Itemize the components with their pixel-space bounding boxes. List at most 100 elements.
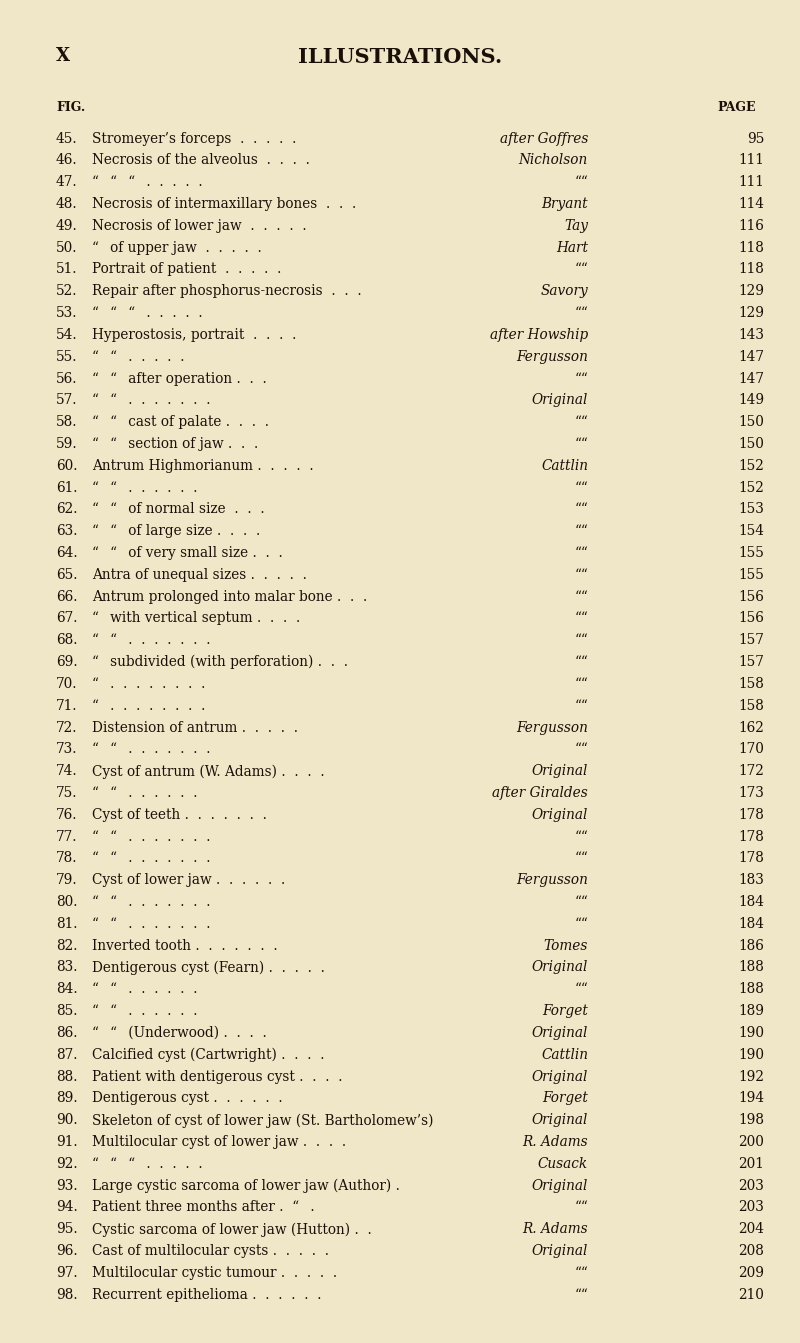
- Text: ““: ““: [574, 306, 588, 320]
- Text: after Goffres: after Goffres: [500, 132, 588, 145]
- Text: ““: ““: [574, 524, 588, 539]
- Text: 116: 116: [738, 219, 764, 232]
- Text: ““: ““: [574, 436, 588, 451]
- Text: 111: 111: [738, 175, 764, 189]
- Text: 69.: 69.: [56, 655, 78, 669]
- Text: 184: 184: [738, 894, 764, 909]
- Text: 91.: 91.: [56, 1135, 78, 1148]
- Text: 55.: 55.: [56, 349, 78, 364]
- Text: 50.: 50.: [56, 240, 78, 255]
- Text: 201: 201: [738, 1156, 764, 1171]
- Text: “  .  .  .  .  .  .  .  .: “ . . . . . . . .: [92, 677, 206, 690]
- Text: “  “  .  .  .  .  .  .: “ “ . . . . . .: [92, 786, 198, 800]
- Text: ““: ““: [574, 175, 588, 189]
- Text: 152: 152: [738, 459, 764, 473]
- Text: ““: ““: [574, 502, 588, 517]
- Text: “  “  .  .  .  .  .  .  .: “ “ . . . . . . .: [92, 830, 210, 843]
- Text: 81.: 81.: [56, 917, 78, 931]
- Text: 97.: 97.: [56, 1266, 78, 1280]
- Text: 48.: 48.: [56, 197, 78, 211]
- Text: 190: 190: [738, 1048, 764, 1062]
- Text: 64.: 64.: [56, 547, 78, 560]
- Text: 77.: 77.: [56, 830, 78, 843]
- Text: “  “  after operation .  .  .: “ “ after operation . . .: [92, 372, 266, 385]
- Text: 88.: 88.: [56, 1069, 78, 1084]
- Text: Original: Original: [532, 960, 588, 975]
- Text: 73.: 73.: [56, 743, 78, 756]
- Text: 66.: 66.: [56, 590, 78, 603]
- Text: 118: 118: [738, 262, 764, 277]
- Text: “  with vertical septum .  .  .  .: “ with vertical septum . . . .: [92, 611, 300, 626]
- Text: “  “  .  .  .  .  .  .  .: “ “ . . . . . . .: [92, 634, 210, 647]
- Text: Nicholson: Nicholson: [518, 153, 588, 168]
- Text: ILLUSTRATIONS.: ILLUSTRATIONS.: [298, 47, 502, 67]
- Text: Multilocular cyst of lower jaw .  .  .  .: Multilocular cyst of lower jaw . . . .: [92, 1135, 346, 1148]
- Text: 86.: 86.: [56, 1026, 78, 1039]
- Text: Antra of unequal sizes .  .  .  .  .: Antra of unequal sizes . . . . .: [92, 568, 307, 582]
- Text: “  “  .  .  .  .  .  .  .: “ “ . . . . . . .: [92, 743, 210, 756]
- Text: 170: 170: [738, 743, 764, 756]
- Text: Cattlin: Cattlin: [541, 1048, 588, 1062]
- Text: 65.: 65.: [56, 568, 78, 582]
- Text: Large cystic sarcoma of lower jaw (Author) .: Large cystic sarcoma of lower jaw (Autho…: [92, 1179, 400, 1193]
- Text: 194: 194: [738, 1092, 764, 1105]
- Text: 53.: 53.: [56, 306, 78, 320]
- Text: Cystic sarcoma of lower jaw (Hutton) .  .: Cystic sarcoma of lower jaw (Hutton) . .: [92, 1222, 372, 1237]
- Text: 156: 156: [738, 611, 764, 626]
- Text: ““: ““: [574, 677, 588, 690]
- Text: Cusack: Cusack: [538, 1156, 588, 1171]
- Text: “  “  section of jaw .  .  .: “ “ section of jaw . . .: [92, 436, 258, 451]
- Text: Patient with dentigerous cyst .  .  .  .: Patient with dentigerous cyst . . . .: [92, 1069, 342, 1084]
- Text: 83.: 83.: [56, 960, 78, 975]
- Text: 82.: 82.: [56, 939, 78, 952]
- Text: R. Adams: R. Adams: [522, 1222, 588, 1236]
- Text: “  “  .  .  .  .  .  .: “ “ . . . . . .: [92, 1005, 198, 1018]
- Text: 96.: 96.: [56, 1244, 78, 1258]
- Text: Original: Original: [532, 764, 588, 778]
- Text: Antrum prolonged into malar bone .  .  .: Antrum prolonged into malar bone . . .: [92, 590, 367, 603]
- Text: Original: Original: [532, 393, 588, 407]
- Text: 200: 200: [738, 1135, 764, 1148]
- Text: 183: 183: [738, 873, 764, 888]
- Text: “  of upper jaw  .  .  .  .  .: “ of upper jaw . . . . .: [92, 240, 262, 255]
- Text: Original: Original: [532, 1179, 588, 1193]
- Text: Patient three months after .  “  .: Patient three months after . “ .: [92, 1201, 314, 1214]
- Text: 95: 95: [746, 132, 764, 145]
- Text: “  “  .  .  .  .  .  .: “ “ . . . . . .: [92, 982, 198, 997]
- Text: Calcified cyst (Cartwright) .  .  .  .: Calcified cyst (Cartwright) . . . .: [92, 1048, 325, 1062]
- Text: 63.: 63.: [56, 524, 78, 539]
- Text: “  “  “  .  .  .  .  .: “ “ “ . . . . .: [92, 306, 202, 320]
- Text: 129: 129: [738, 306, 764, 320]
- Text: 178: 178: [738, 807, 764, 822]
- Text: 56.: 56.: [56, 372, 78, 385]
- Text: 67.: 67.: [56, 611, 78, 626]
- Text: “  “  of normal size  .  .  .: “ “ of normal size . . .: [92, 502, 265, 517]
- Text: after Giraldes: after Giraldes: [492, 786, 588, 800]
- Text: 156: 156: [738, 590, 764, 603]
- Text: ““: ““: [574, 743, 588, 756]
- Text: ““: ““: [574, 917, 588, 931]
- Text: 209: 209: [738, 1266, 764, 1280]
- Text: 80.: 80.: [56, 894, 78, 909]
- Text: Necrosis of lower jaw  .  .  .  .  .: Necrosis of lower jaw . . . . .: [92, 219, 306, 232]
- Text: Hart: Hart: [556, 240, 588, 255]
- Text: “  .  .  .  .  .  .  .  .: “ . . . . . . . .: [92, 698, 206, 713]
- Text: 57.: 57.: [56, 393, 78, 407]
- Text: Cyst of lower jaw .  .  .  .  .  .: Cyst of lower jaw . . . . . .: [92, 873, 286, 888]
- Text: “  “  of very small size .  .  .: “ “ of very small size . . .: [92, 547, 282, 560]
- Text: ““: ““: [574, 894, 588, 909]
- Text: 84.: 84.: [56, 982, 78, 997]
- Text: “  “  .  .  .  .  .  .  .: “ “ . . . . . . .: [92, 894, 210, 909]
- Text: 114: 114: [738, 197, 764, 211]
- Text: 75.: 75.: [56, 786, 78, 800]
- Text: 58.: 58.: [56, 415, 78, 430]
- Text: ““: ““: [574, 481, 588, 494]
- Text: Original: Original: [532, 1113, 588, 1127]
- Text: Recurrent epithelioma .  .  .  .  .  .: Recurrent epithelioma . . . . . .: [92, 1288, 322, 1301]
- Text: 178: 178: [738, 851, 764, 865]
- Text: Forget: Forget: [542, 1005, 588, 1018]
- Text: Cyst of antrum (W. Adams) .  .  .  .: Cyst of antrum (W. Adams) . . . .: [92, 764, 325, 779]
- Text: ““: ““: [574, 262, 588, 277]
- Text: Skeleton of cyst of lower jaw (St. Bartholomew’s): Skeleton of cyst of lower jaw (St. Barth…: [92, 1113, 434, 1128]
- Text: 143: 143: [738, 328, 764, 342]
